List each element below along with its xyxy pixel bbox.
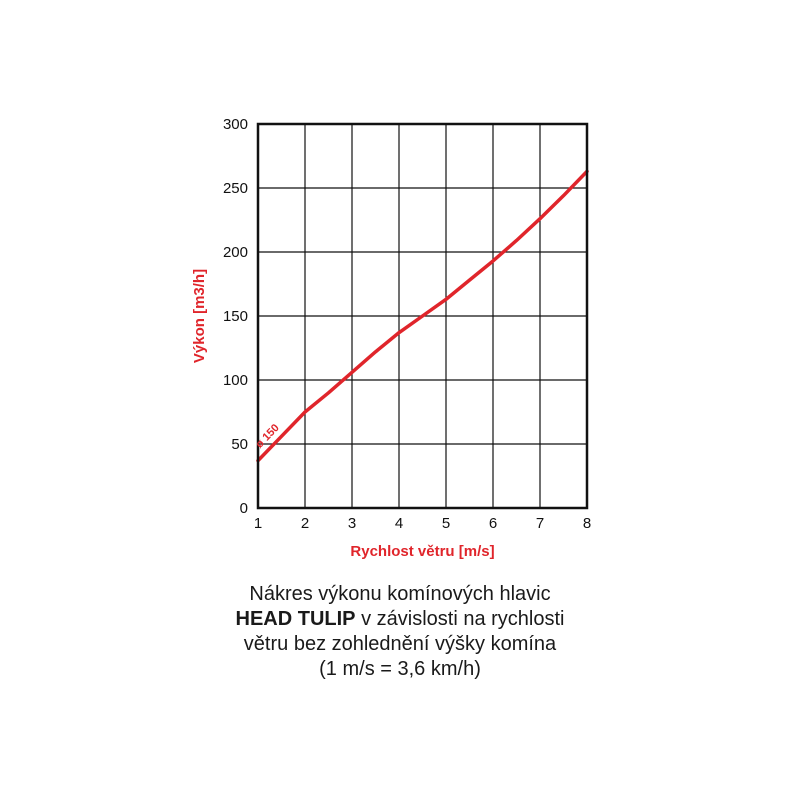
y-tick-label: 0 — [240, 500, 248, 517]
plot-frame — [256, 122, 589, 510]
chart: 1 2 3 4 5 6 7 8 0 50 100 150 200 250 300 Rychlost vět… — [191, 116, 591, 560]
y-tick-label: 250 — [223, 180, 248, 197]
caption-line-2-rest: v závislosti na rychlosti — [355, 608, 565, 630]
y-tick-label: 150 — [223, 308, 248, 325]
x-tick-label: 2 — [301, 515, 309, 532]
y-tick-label: 300 — [223, 116, 248, 133]
x-tick-label: 1 — [254, 515, 262, 532]
x-tick-label: 8 — [583, 515, 591, 532]
grid — [257, 123, 588, 509]
x-axis-ticks: 1 2 3 4 5 6 7 8 — [254, 515, 591, 532]
y-axis-ticks: 0 50 100 150 200 250 300 — [223, 116, 248, 517]
y-tick-label: 200 — [223, 244, 248, 261]
x-tick-label: 7 — [536, 515, 544, 532]
product-name: HEAD TULIP — [235, 608, 356, 630]
caption-line-1: Nákres výkonu komínových hlavic — [249, 583, 551, 605]
caption-line-3: větru bez zohlednění výšky komína — [243, 633, 557, 655]
x-tick-label: 5 — [442, 515, 450, 532]
y-tick-label: 50 — [231, 436, 248, 453]
x-tick-label: 4 — [395, 515, 403, 532]
caption: Nákres výkonu komínových hlavic HEAD TUL… — [0, 582, 800, 682]
caption-line-2: HEAD TULIP v závislosti na rychlosti — [0, 607, 800, 632]
x-tick-label: 6 — [489, 515, 497, 532]
y-axis-label: Výkon [m3/h] — [191, 269, 208, 363]
series-line — [256, 169, 589, 463]
series-layer — [256, 169, 589, 463]
y-tick-label: 100 — [223, 372, 248, 389]
x-axis-label: Rychlost větru [m/s] — [350, 543, 494, 560]
x-tick-label: 3 — [348, 515, 356, 532]
caption-line-4: (1 m/s = 3,6 km/h) — [319, 658, 481, 680]
